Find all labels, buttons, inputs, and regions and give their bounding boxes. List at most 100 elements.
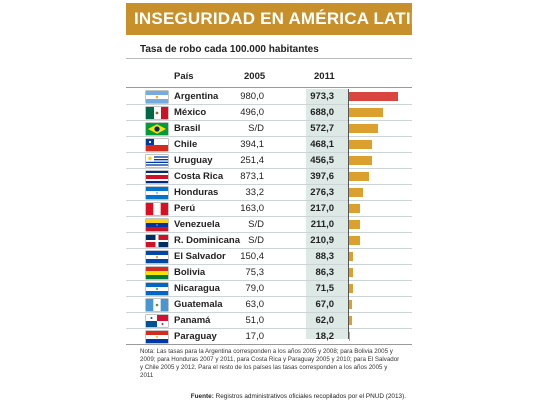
country-name: Guatemala	[174, 299, 223, 310]
note-text: Nota: Las tasas para la Argentina corres…	[140, 348, 400, 379]
source-text: Registros administrativos oficiales reco…	[215, 393, 406, 400]
country-name: Perú	[174, 203, 196, 214]
row-divider	[126, 280, 412, 281]
country-name: Brasil	[174, 123, 201, 134]
guatemala-flag-icon	[146, 299, 168, 311]
bar-m-xico	[349, 108, 384, 117]
year-2011-column-shade	[306, 89, 348, 339]
country-column-header: País	[174, 71, 194, 82]
mexico-flag-icon	[146, 107, 168, 119]
row-divider	[126, 296, 412, 297]
value-2011: 973,3	[310, 91, 334, 102]
bar-guatemala	[349, 300, 353, 309]
chart-subtitle: Tasa de robo cada 100.000 habitantes	[140, 44, 319, 55]
bolivia-flag-icon	[146, 267, 168, 279]
value-2011: 397,6	[310, 171, 334, 182]
bar-el-salvador	[349, 252, 354, 261]
value-2005: 75,3	[245, 267, 265, 278]
country-name: México	[174, 107, 207, 118]
panama-flag-icon	[146, 315, 168, 327]
value-2005: 163,0	[240, 203, 264, 214]
table-row: Nicaragua 79,0 71,5	[126, 281, 412, 297]
el-salvador-flag-icon	[146, 251, 168, 263]
table-row: Argentina 980,0 973,3	[126, 89, 412, 105]
country-name: Argentina	[174, 91, 219, 102]
value-2005: S/D	[248, 235, 264, 246]
bar-paraguay	[349, 332, 350, 341]
infographic: INSEGURIDAD EN AMÉRICA LATINA Tasa de ro…	[126, 3, 436, 402]
honduras-flag-icon	[146, 187, 168, 199]
table-row: México 496,0 688,0	[126, 105, 412, 121]
value-2011: 67,0	[315, 299, 335, 310]
year-2011-column-header: 2011	[314, 71, 335, 82]
chile-flag-icon	[146, 139, 168, 151]
source-line: Fuente: Registros administrativos oficia…	[191, 393, 406, 400]
chart-title: INSEGURIDAD EN AMÉRICA LATINA	[134, 9, 436, 28]
value-2005: 980,0	[240, 91, 264, 102]
value-2011: 468,1	[310, 139, 334, 150]
value-2005: 51,0	[245, 315, 265, 326]
uruguay-flag-icon	[146, 155, 168, 167]
value-2011: 86,3	[315, 267, 335, 278]
table-row: Brasil S/D 572,7	[126, 121, 412, 137]
bar-r-dominicana	[349, 236, 360, 245]
row-divider	[126, 136, 412, 137]
row-divider	[126, 312, 412, 313]
table-row: Venezuela S/D 211,0	[126, 217, 412, 233]
country-name: Chile	[174, 139, 198, 150]
value-2011: 276,3	[310, 187, 334, 198]
value-2011: 456,5	[310, 155, 334, 166]
bar-costa-rica	[349, 172, 369, 181]
peru-flag-icon	[146, 203, 168, 215]
value-2005: 33,2	[245, 187, 265, 198]
costa-rica-flag-icon	[146, 171, 168, 183]
value-2005: S/D	[248, 219, 264, 230]
bar-panam-	[349, 316, 353, 325]
row-divider	[126, 120, 412, 121]
row-divider	[126, 152, 412, 153]
bar-per-	[349, 204, 360, 213]
brazil-flag-icon	[146, 123, 168, 135]
bar-axis	[348, 89, 349, 339]
subtitle-rule	[126, 58, 412, 59]
country-name: Venezuela	[174, 219, 220, 230]
value-2011: 62,0	[315, 315, 335, 326]
table-row: Bolivia 75,3 86,3	[126, 265, 412, 281]
row-divider	[126, 168, 412, 169]
value-2005: 63,0	[245, 299, 265, 310]
row-divider	[126, 232, 412, 233]
value-2011: 210,9	[310, 235, 334, 246]
bar-argentina	[349, 92, 398, 101]
row-divider	[126, 248, 412, 249]
bar-nicaragua	[349, 284, 353, 293]
value-2005: 79,0	[245, 283, 265, 294]
country-name: R. Dominicana	[174, 235, 240, 246]
value-2005: 394,1	[240, 139, 264, 150]
value-2005: 496,0	[240, 107, 264, 118]
country-name: Costa Rica	[174, 171, 224, 182]
country-name: Bolivia	[174, 267, 206, 278]
table-row: Paraguay 17,0 18,2	[126, 329, 412, 345]
value-2005: S/D	[248, 123, 264, 134]
country-name: Honduras	[174, 187, 219, 198]
table-row: Panamá 51,0 62,0	[126, 313, 412, 329]
bar-honduras	[349, 188, 363, 197]
year-2005-column-header: 2005	[244, 71, 266, 82]
bar-brasil	[349, 124, 378, 133]
row-divider	[126, 104, 412, 105]
title-band: INSEGURIDAD EN AMÉRICA LATINA	[126, 3, 436, 35]
table-row: R. Dominicana S/D 210,9	[126, 233, 412, 249]
row-divider	[126, 328, 412, 329]
dominican-republic-flag-icon	[146, 235, 168, 247]
argentina-flag-icon	[146, 91, 168, 103]
value-2011: 18,2	[315, 331, 335, 342]
bar-bolivia	[349, 268, 354, 277]
nicaragua-flag-icon	[146, 283, 168, 295]
table-row: El Salvador 150,4 88,3	[126, 249, 412, 265]
table-row: Costa Rica 873,1 397,6	[126, 169, 412, 185]
value-2011: 211,0	[310, 219, 334, 230]
row-divider	[126, 216, 412, 217]
table-row: Guatemala 63,0 67,0	[126, 297, 412, 313]
value-2011: 88,3	[315, 251, 335, 262]
value-2011: 217,0	[310, 203, 334, 214]
